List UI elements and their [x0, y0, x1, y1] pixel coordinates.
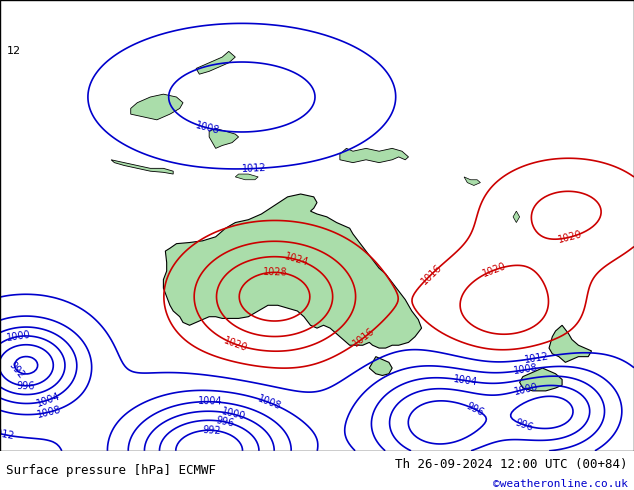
Text: 1024: 1024 — [283, 251, 310, 268]
Polygon shape — [340, 148, 408, 163]
Text: 996: 996 — [16, 381, 35, 391]
Text: Th 26-09-2024 12:00 UTC (00+84): Th 26-09-2024 12:00 UTC (00+84) — [395, 458, 628, 471]
Bar — [0, 0, 634, 451]
Text: 1020: 1020 — [557, 229, 583, 245]
Polygon shape — [111, 160, 173, 174]
Text: 1008: 1008 — [36, 404, 62, 420]
Text: 1012: 1012 — [0, 427, 15, 441]
Polygon shape — [131, 94, 183, 120]
Text: 1004: 1004 — [453, 374, 478, 387]
Text: Surface pressure [hPa] ECMWF: Surface pressure [hPa] ECMWF — [6, 464, 216, 477]
Text: 996: 996 — [465, 401, 486, 418]
Text: 1020: 1020 — [481, 261, 507, 279]
Text: 1000: 1000 — [6, 330, 32, 343]
Text: 996: 996 — [514, 417, 534, 433]
Text: 1016: 1016 — [351, 326, 377, 349]
Polygon shape — [549, 325, 592, 362]
Text: 12: 12 — [6, 46, 20, 56]
Text: 1004: 1004 — [198, 396, 223, 407]
Text: 996: 996 — [215, 415, 235, 429]
Text: 1000: 1000 — [220, 406, 247, 422]
Text: 992: 992 — [7, 360, 27, 381]
Text: 1008: 1008 — [513, 363, 539, 376]
Polygon shape — [369, 357, 392, 375]
Polygon shape — [464, 177, 481, 185]
Polygon shape — [235, 174, 258, 180]
Text: 1012: 1012 — [524, 351, 550, 365]
Text: 1000: 1000 — [513, 381, 539, 396]
Polygon shape — [164, 194, 422, 348]
Polygon shape — [196, 51, 235, 74]
Polygon shape — [520, 368, 562, 391]
Text: 992: 992 — [202, 425, 221, 436]
Text: 1020: 1020 — [222, 335, 249, 353]
Text: 1012: 1012 — [242, 163, 267, 174]
Text: ©weatheronline.co.uk: ©weatheronline.co.uk — [493, 479, 628, 489]
Text: 1028: 1028 — [263, 267, 288, 278]
Text: 1004: 1004 — [36, 391, 62, 409]
Text: 1008: 1008 — [195, 120, 221, 136]
Text: 1016: 1016 — [419, 262, 444, 286]
Text: 1008: 1008 — [256, 393, 283, 412]
Polygon shape — [513, 211, 520, 222]
Polygon shape — [209, 128, 238, 148]
